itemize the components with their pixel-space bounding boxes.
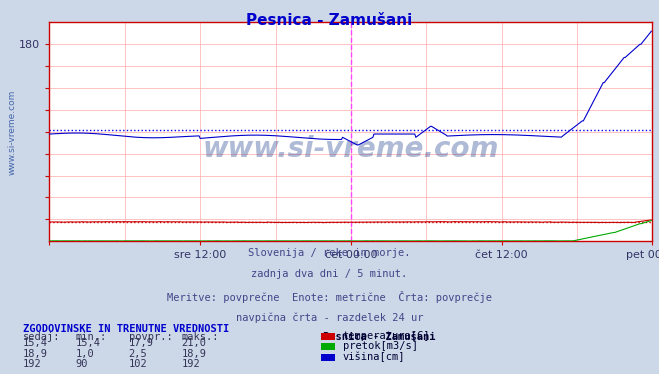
Text: povpr.:: povpr.:: [129, 332, 172, 342]
Text: min.:: min.:: [76, 332, 107, 342]
Text: Pesnica - Zamušani: Pesnica - Zamušani: [323, 332, 436, 342]
Text: 1,0: 1,0: [76, 349, 94, 359]
Text: sedaj:: sedaj:: [23, 332, 61, 342]
Text: Slovenija / reke in morje.: Slovenija / reke in morje.: [248, 248, 411, 258]
Text: www.si-vreme.com: www.si-vreme.com: [203, 135, 499, 163]
Text: 192: 192: [181, 359, 200, 369]
Text: zadnja dva dni / 5 minut.: zadnja dva dni / 5 minut.: [251, 269, 408, 279]
Text: Meritve: povprečne  Enote: metrične  Črta: povprečje: Meritve: povprečne Enote: metrične Črta:…: [167, 291, 492, 303]
Text: 18,9: 18,9: [181, 349, 206, 359]
Text: 192: 192: [23, 359, 42, 369]
Y-axis label: www.si-vreme.com: www.si-vreme.com: [7, 89, 16, 175]
Text: 102: 102: [129, 359, 147, 369]
Text: navpična črta - razdelek 24 ur: navpična črta - razdelek 24 ur: [236, 313, 423, 323]
Text: 18,9: 18,9: [23, 349, 48, 359]
Text: 21,0: 21,0: [181, 338, 206, 349]
Text: pretok[m3/s]: pretok[m3/s]: [343, 341, 418, 351]
Text: 15,4: 15,4: [23, 338, 48, 349]
Text: temperatura[C]: temperatura[C]: [343, 331, 430, 341]
Text: maks.:: maks.:: [181, 332, 219, 342]
Text: 2,5: 2,5: [129, 349, 147, 359]
Text: 17,9: 17,9: [129, 338, 154, 349]
Text: 15,4: 15,4: [76, 338, 101, 349]
Text: 90: 90: [76, 359, 88, 369]
Text: višina[cm]: višina[cm]: [343, 351, 405, 362]
Text: Pesnica - Zamušani: Pesnica - Zamušani: [246, 13, 413, 28]
Text: ZGODOVINSKE IN TRENUTNE VREDNOSTI: ZGODOVINSKE IN TRENUTNE VREDNOSTI: [23, 324, 229, 334]
